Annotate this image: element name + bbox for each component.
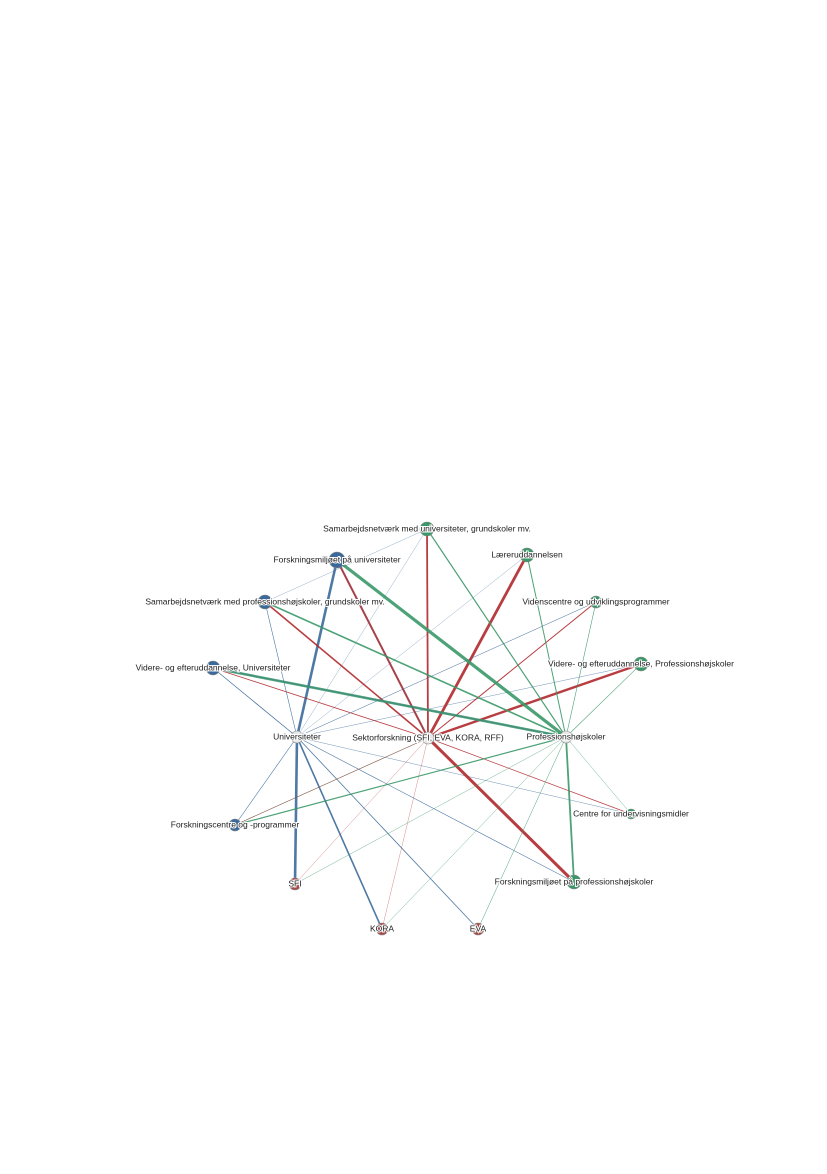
node bbox=[375, 922, 389, 936]
edge bbox=[427, 737, 632, 815]
node-label: Samarbejdsnetværk med professionshøjskol… bbox=[145, 596, 384, 606]
edge bbox=[296, 601, 597, 738]
node bbox=[419, 521, 435, 537]
edge bbox=[381, 736, 567, 930]
edge bbox=[381, 737, 429, 930]
node bbox=[205, 660, 221, 676]
node bbox=[328, 551, 346, 569]
node bbox=[257, 594, 273, 610]
node-label: Centre for undervisningsmidler bbox=[573, 808, 689, 818]
edge bbox=[234, 736, 567, 826]
node-label: SFI bbox=[288, 878, 301, 888]
node-label: Forskningscentre og -programmer bbox=[171, 819, 300, 829]
edge bbox=[336, 558, 567, 739]
edge bbox=[565, 663, 642, 738]
edge bbox=[295, 559, 339, 738]
node bbox=[589, 595, 603, 609]
edge bbox=[296, 554, 528, 738]
node bbox=[421, 731, 435, 745]
node-label: Sektorforskning (SFI, EVA, KORA, RFF) bbox=[352, 732, 504, 742]
edge bbox=[336, 559, 429, 739]
edge bbox=[565, 736, 575, 883]
edge bbox=[234, 736, 298, 826]
edge bbox=[264, 528, 428, 603]
edge bbox=[296, 663, 642, 738]
edge bbox=[296, 736, 575, 883]
labels: Samarbejdsnetværk med universiteter, gru… bbox=[135, 522, 736, 934]
node bbox=[559, 730, 573, 744]
node bbox=[290, 730, 304, 744]
node-label: Videre- og efteruddannelse, Universitete… bbox=[136, 662, 291, 672]
node-label: Forskningsmiljøet på universiteter bbox=[273, 554, 400, 564]
node bbox=[633, 656, 649, 672]
node-label: Videnscentre og udviklingsprogrammer bbox=[522, 596, 669, 606]
node bbox=[625, 808, 637, 820]
edge bbox=[294, 737, 429, 885]
node-label: Samarbejdsnetværk med universiteter, gru… bbox=[323, 523, 531, 533]
edge bbox=[212, 667, 567, 738]
edge bbox=[264, 601, 298, 738]
edge bbox=[565, 601, 597, 738]
node-label: KORA bbox=[370, 923, 394, 933]
edge bbox=[212, 667, 429, 739]
edge bbox=[293, 736, 299, 885]
edge bbox=[426, 528, 429, 739]
node-label: EVA bbox=[470, 923, 487, 933]
edge bbox=[296, 736, 479, 930]
node bbox=[228, 818, 242, 832]
edge bbox=[526, 554, 567, 738]
node bbox=[288, 877, 302, 891]
edge bbox=[296, 736, 383, 930]
node bbox=[519, 547, 535, 563]
edge bbox=[426, 736, 576, 884]
node bbox=[566, 874, 582, 890]
node-label: Forskningsmiljøet på professionshøjskole… bbox=[495, 876, 654, 886]
node-label: Universiteter bbox=[273, 731, 321, 741]
edges bbox=[212, 528, 642, 930]
edge bbox=[234, 737, 429, 826]
node-label: Videre- og efteruddannelse, Professionsh… bbox=[548, 658, 734, 668]
edge bbox=[477, 736, 567, 930]
node-label: Professionshøjskoler bbox=[527, 731, 606, 741]
edge bbox=[565, 736, 632, 815]
edge bbox=[427, 662, 642, 740]
node-label: Læreruddannelsen bbox=[491, 549, 563, 559]
nodes bbox=[205, 521, 649, 936]
edge bbox=[294, 736, 567, 885]
node bbox=[471, 922, 485, 936]
edge bbox=[426, 528, 567, 738]
edge bbox=[264, 601, 429, 739]
edge bbox=[426, 554, 529, 739]
edge bbox=[212, 667, 298, 738]
edge bbox=[264, 601, 567, 738]
edge bbox=[427, 601, 597, 739]
